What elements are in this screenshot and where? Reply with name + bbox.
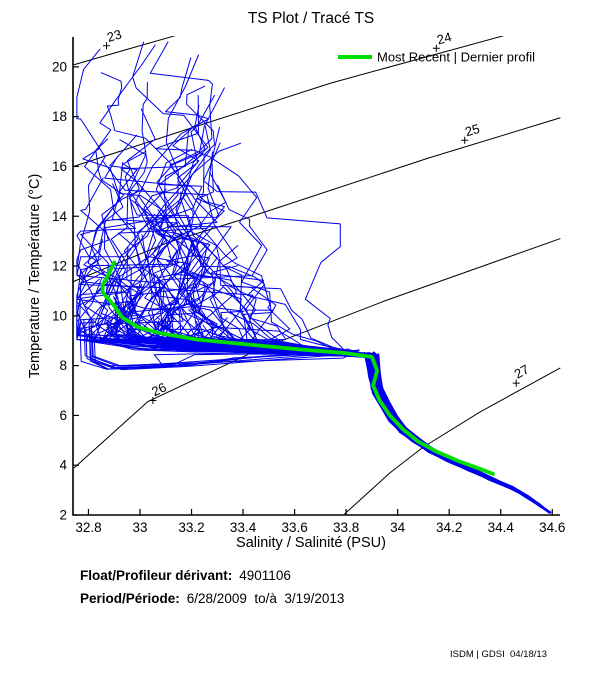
y-tick-label: 16 — [52, 159, 67, 174]
x-tick-label: 34.2 — [436, 520, 462, 535]
profile-line — [155, 303, 551, 514]
profile-line — [117, 95, 540, 506]
contour-label-text: 24 — [435, 29, 453, 47]
x-tick-label: 34.6 — [539, 520, 565, 535]
y-tick-label: 20 — [52, 59, 67, 74]
most-recent-profile-line — [100, 260, 495, 476]
contour-label-text: 25 — [463, 121, 481, 140]
period-line: Period/Période: 6/28/2009 to/à 3/19/2013 — [80, 591, 344, 606]
x-tick-label: 34.4 — [488, 520, 515, 535]
x-tick-label: 32.8 — [75, 520, 101, 535]
profile-line — [172, 248, 529, 496]
profile-line — [202, 282, 541, 506]
contour-label-plus-icon — [103, 42, 110, 50]
x-tick-label: 34 — [390, 520, 406, 535]
profile-line — [181, 242, 490, 480]
profile-line — [76, 303, 551, 514]
profile-line — [157, 209, 541, 506]
profile-line — [164, 153, 540, 506]
y-tick-label: 10 — [52, 308, 67, 323]
contour-label-27: 27 — [512, 362, 532, 387]
contour-label-text: 27 — [512, 362, 532, 382]
period-label: Period/Période: — [80, 591, 180, 606]
profile-line — [126, 108, 549, 513]
profile-line — [173, 240, 528, 496]
y-tick-label: 14 — [52, 209, 68, 224]
period-value: 6/28/2009 to/à 3/19/2013 — [186, 591, 345, 606]
plot-axes: 32.8 33 33.2 33.4 33.6 33.8 34 34.2 34.4 34.6 2 4 6 8… — [52, 37, 565, 535]
profile-spaghetti — [76, 41, 552, 514]
y-tick-label: 8 — [59, 358, 67, 373]
float-id-value: 4901106 — [239, 568, 291, 583]
contour-label-plus-icon — [461, 136, 469, 144]
float-id-line: Float/Profileur dérivant: 4901106 — [80, 568, 291, 583]
profile-line — [83, 319, 360, 367]
profile-line — [76, 278, 551, 513]
profile-line — [114, 234, 540, 505]
profile-line — [76, 119, 539, 506]
contour-label-24: 24 — [432, 29, 453, 52]
y-tick-label: 4 — [59, 458, 67, 473]
profile-line — [141, 105, 450, 462]
contour-label-plus-icon — [149, 397, 157, 404]
profile-line — [76, 48, 541, 505]
x-tick-label: 33.8 — [333, 520, 359, 535]
float-id-label: Float/Profileur dérivant: — [80, 568, 233, 583]
x-tick-label: 33.2 — [178, 520, 204, 535]
legend: Most Recent | Dernier profil — [338, 50, 535, 65]
profile-line — [88, 326, 360, 369]
y-tick-label: 2 — [59, 508, 67, 523]
x-tick-label: 33 — [132, 520, 147, 535]
x-tick-label: 33.4 — [230, 520, 257, 535]
legend-label: Most Recent | Dernier profil — [377, 50, 535, 65]
issuer-stamp: ISDM | GDSI 04/18/13 — [450, 649, 547, 660]
y-tick-label: 6 — [59, 408, 67, 423]
y-tick-label: 12 — [52, 259, 67, 274]
y-tick-label: 18 — [52, 109, 67, 124]
profile-line — [182, 151, 550, 513]
density-contour-25 — [73, 117, 561, 282]
y-axis-label: Temperature / Température (°C) — [27, 174, 43, 379]
plot-title: TS Plot / Tracé TS — [248, 10, 374, 27]
profile-line — [211, 126, 541, 507]
most-recent-profile-path — [100, 260, 495, 476]
profile-line — [203, 142, 550, 513]
profile-line — [184, 85, 550, 513]
contour-label-plus-icon — [432, 44, 440, 52]
contour-label-plus-icon — [512, 379, 520, 387]
profile-line — [118, 246, 511, 489]
contour-label-26: 26 — [149, 379, 169, 404]
contour-label-25: 25 — [461, 121, 481, 144]
profile-line — [122, 150, 540, 506]
contour-label-text: 26 — [149, 379, 168, 399]
profile-line — [103, 94, 539, 506]
x-tick-label: 33.6 — [281, 520, 307, 535]
contour-label-text: 23 — [105, 26, 123, 44]
x-axis-label: Salinity / Salinité (PSU) — [236, 535, 386, 551]
contour-labels: 23 24 25 26 27 — [103, 26, 532, 404]
contour-label-23: 23 — [103, 26, 123, 50]
density-contour-23 — [73, 36, 176, 66]
